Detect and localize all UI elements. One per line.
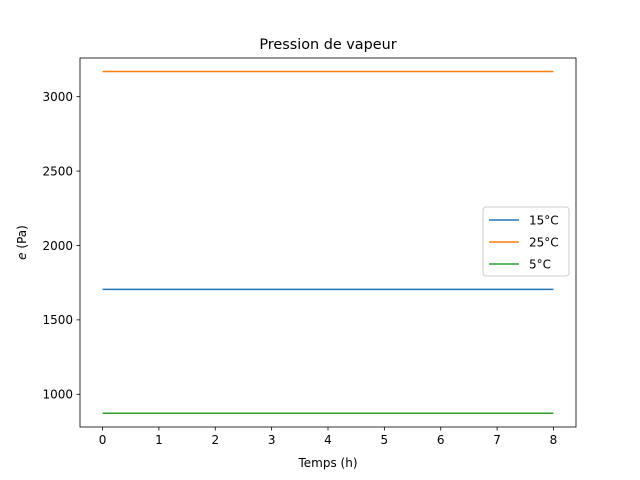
legend-label-2: 5°C bbox=[529, 257, 551, 271]
y-tick-label: 3000 bbox=[42, 90, 73, 104]
legend-label-0: 15°C bbox=[529, 213, 559, 227]
chart-title: Pression de vapeur bbox=[259, 37, 396, 53]
x-tick-label: 7 bbox=[493, 433, 501, 447]
x-tick-label: 2 bbox=[211, 433, 219, 447]
y-tick-label: 2000 bbox=[42, 239, 73, 253]
x-tick-label: 4 bbox=[324, 433, 332, 447]
x-axis: 0 1 2 3 4 5 6 7 8 bbox=[99, 427, 558, 447]
legend-label-1: 25°C bbox=[529, 235, 559, 249]
y-tick-label: 2500 bbox=[42, 164, 73, 178]
y-tick-label: 1500 bbox=[42, 313, 73, 327]
x-tick-label: 0 bbox=[99, 433, 107, 447]
x-tick-label: 1 bbox=[155, 433, 163, 447]
x-tick-label: 8 bbox=[550, 433, 558, 447]
y-axis-label: e (Pa) bbox=[15, 225, 29, 260]
legend-box bbox=[482, 206, 570, 277]
x-tick-label: 3 bbox=[268, 433, 276, 447]
legend: 15°C 25°C 5°C bbox=[482, 206, 570, 277]
x-tick-label: 5 bbox=[381, 433, 389, 447]
y-axis-label-symbol: e bbox=[15, 252, 29, 259]
y-tick-label: 1000 bbox=[42, 388, 73, 402]
y-axis: 1000 1500 2000 2500 3000 bbox=[42, 90, 80, 402]
x-tick-label: 6 bbox=[437, 433, 445, 447]
legend-entries: 15°C 25°C 5°C bbox=[489, 213, 559, 271]
y-axis-label-unit: (Pa) bbox=[15, 225, 29, 252]
x-axis-label: Temps (h) bbox=[297, 456, 357, 470]
series-layer bbox=[102, 70, 554, 415]
